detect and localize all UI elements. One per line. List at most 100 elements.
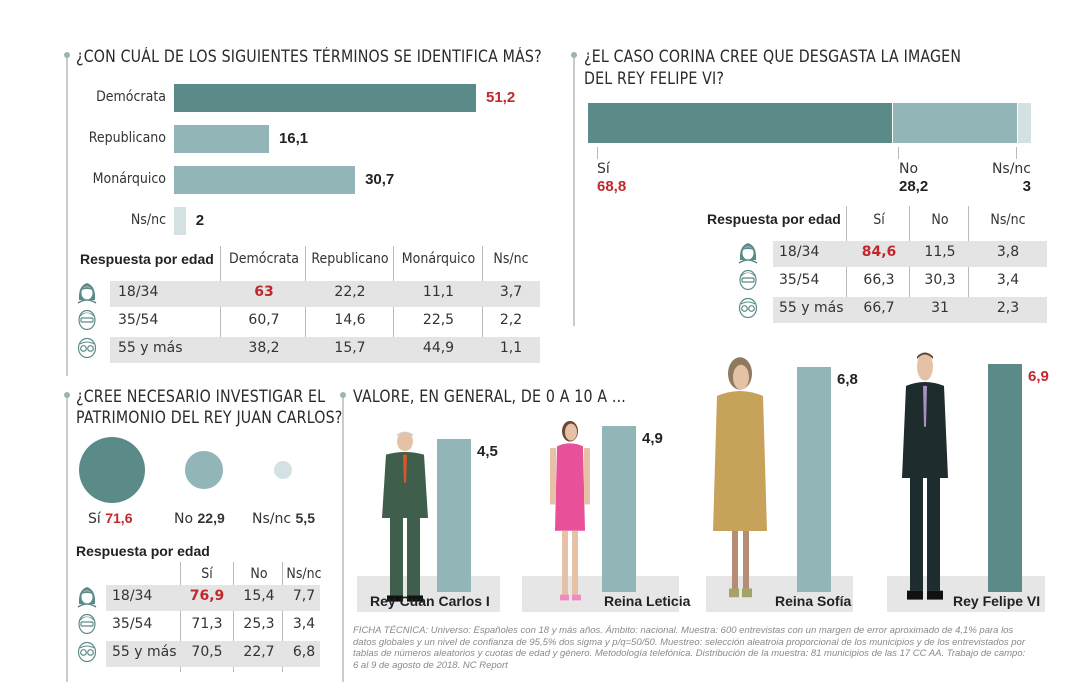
label-tick — [597, 147, 598, 159]
table-cell: 76,9 — [189, 588, 225, 604]
segment-label: No — [899, 161, 919, 177]
table-identifica-title: Respuesta por edad — [80, 251, 214, 267]
table-cell: 25,3 — [243, 616, 275, 632]
middle-age-person-icon — [78, 309, 96, 331]
table-cell: 31 — [931, 300, 949, 316]
rating-bar — [437, 438, 471, 592]
table-cell: 22,5 — [422, 312, 455, 328]
bar-label: Republicano — [88, 130, 166, 146]
rating-value: 4,9 — [642, 430, 663, 448]
person-name: Rey Cuan Carlos I — [370, 593, 490, 609]
section-marker — [340, 392, 346, 398]
rating-value: 6,8 — [837, 371, 858, 389]
bar — [174, 207, 186, 235]
person-figure-icon — [902, 352, 948, 600]
label-box — [522, 576, 679, 612]
row-background — [106, 641, 320, 667]
person-name: Rey Felipe VI — [953, 593, 1041, 609]
older-person-icon — [77, 337, 97, 359]
person-figure-icon — [382, 431, 428, 602]
bar-label: Monárquico — [92, 171, 166, 187]
bubble-label: Ns/nc 5,5 — [252, 510, 315, 527]
bar — [174, 166, 356, 194]
table-corina-title: Respuesta por edad — [707, 211, 841, 227]
age-group-label: 18/34 — [112, 588, 153, 604]
section-divider — [573, 56, 575, 326]
bubble — [185, 451, 223, 489]
table-cell: 2,2 — [499, 312, 523, 328]
column-header: No — [250, 566, 268, 582]
middle-age-person-icon — [739, 269, 757, 291]
table-cell: 66,3 — [863, 272, 895, 288]
column-header: Demócrata — [229, 251, 299, 267]
bar-label: Ns/nc — [130, 212, 166, 228]
young-person-icon — [738, 243, 758, 264]
bubble-value: 71,6 — [105, 510, 133, 526]
table-cell: 84,6 — [861, 244, 897, 260]
table-cell: 14,6 — [334, 312, 366, 328]
age-group-label: 55 y más — [779, 300, 844, 316]
column-separator — [233, 562, 234, 672]
column-header: Monárquico — [401, 251, 476, 267]
table-cell: 3,7 — [499, 284, 523, 300]
bubble-value: 5,5 — [295, 510, 315, 526]
segment-value: 68,8 — [597, 178, 627, 195]
table-cell: 63 — [254, 284, 274, 300]
table-patrimonio-title: Respuesta por edad — [76, 543, 210, 559]
table-cell: 1,1 — [499, 340, 523, 356]
age-group-label: 18/34 — [118, 284, 159, 300]
column-header: Republicano — [311, 251, 389, 267]
table-cell: 2,3 — [996, 300, 1020, 316]
table-cell: 15,4 — [243, 588, 275, 604]
section-divider — [66, 56, 68, 376]
person-name: Reina Sofía — [775, 593, 852, 609]
young-person-icon — [77, 283, 97, 304]
person-figure-icon — [713, 357, 767, 598]
label-tick — [1016, 147, 1017, 159]
age-group-label: 55 y más — [118, 340, 183, 356]
table-cell: 70,5 — [191, 644, 223, 660]
stacked-segment — [1017, 103, 1031, 143]
table-cell: 30,3 — [924, 272, 956, 288]
bubble-category: Ns/nc — [252, 511, 292, 527]
bar-value: 30,7 — [365, 171, 395, 188]
table-cell: 15,7 — [334, 340, 366, 356]
table-cell: 3,8 — [996, 244, 1020, 260]
column-separator — [180, 562, 181, 672]
bubble — [79, 437, 145, 503]
table-cell: 3,4 — [292, 616, 316, 632]
bubble — [273, 460, 293, 480]
column-header: No — [931, 212, 949, 228]
table-cell: 3,4 — [996, 272, 1020, 288]
rating-value: 4,5 — [477, 442, 498, 460]
table-cell: 22,2 — [334, 284, 366, 300]
age-group-label: 55 y más — [112, 644, 177, 660]
rating-value: 6,9 — [1028, 368, 1049, 386]
table-cell: 7,7 — [292, 588, 316, 604]
age-group-label: 35/54 — [118, 312, 159, 328]
chart-identifica-title: ¿CON CUÁL DE LOS SIGUIENTES TÉRMINOS SE … — [76, 47, 542, 66]
row-background — [773, 297, 1047, 323]
young-person-icon — [77, 587, 97, 608]
row-background — [773, 241, 1047, 267]
bar-value: 2 — [195, 212, 205, 229]
age-group-label: 35/54 — [112, 616, 153, 632]
label-tick — [898, 147, 899, 159]
bubble-category: Sí — [88, 511, 101, 527]
table-cell: 11,5 — [924, 244, 956, 260]
column-header: Ns/nc — [286, 566, 322, 582]
table-cell: 60,7 — [248, 312, 280, 328]
table-cell: 66,7 — [863, 300, 895, 316]
column-header: Sí — [201, 566, 213, 582]
rating-bar — [988, 364, 1022, 592]
bar — [174, 125, 269, 153]
older-person-icon — [77, 641, 97, 663]
rating-bar — [797, 367, 831, 592]
section-marker — [64, 52, 70, 58]
table-cell: 22,7 — [243, 644, 275, 660]
row-background — [106, 585, 320, 611]
bubble-value: 22,9 — [197, 510, 225, 526]
column-header: Ns/nc — [990, 212, 1026, 228]
section-divider — [342, 396, 344, 682]
table-cell: 44,9 — [422, 340, 455, 356]
